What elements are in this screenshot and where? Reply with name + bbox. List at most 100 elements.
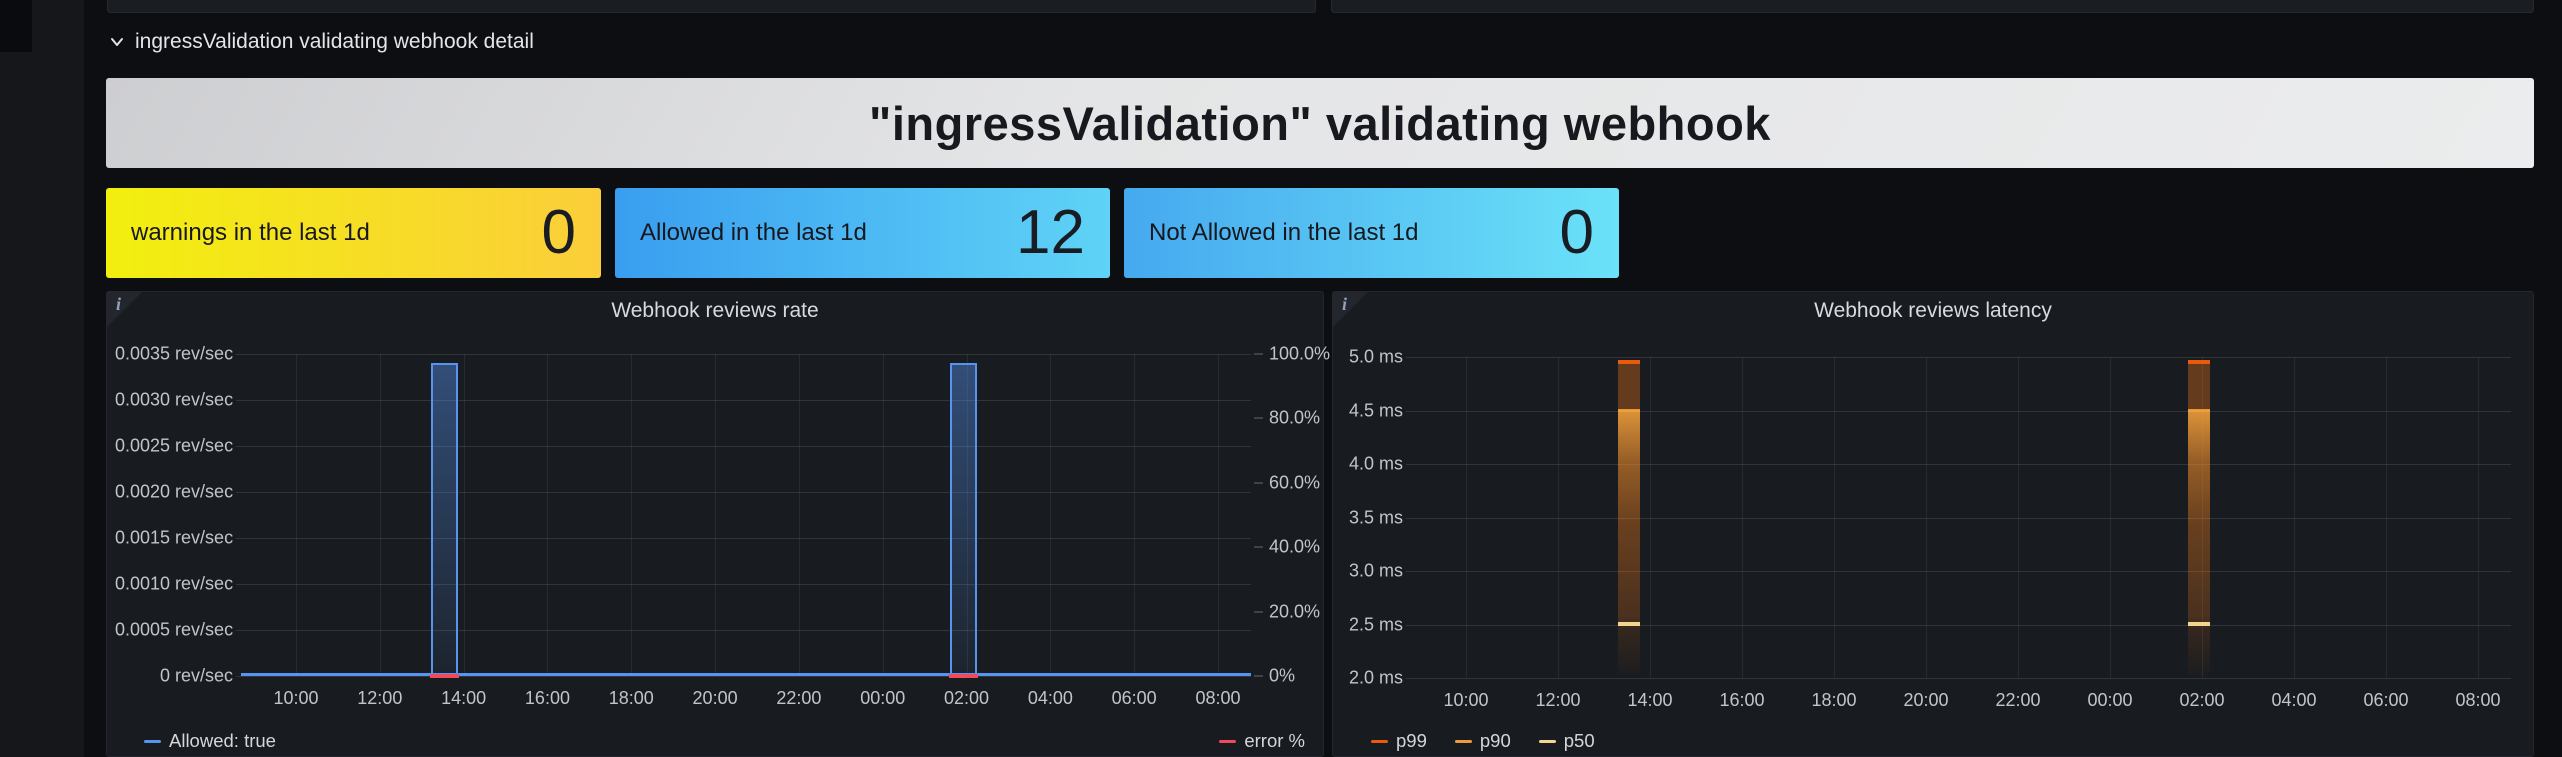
grid-line-horizontal	[236, 354, 1251, 355]
grid-line-horizontal	[236, 538, 1251, 539]
series-line-allowed	[241, 673, 1251, 676]
panel-title-webhook-reviews-latency[interactable]: Webhook reviews latency	[1814, 299, 2052, 322]
stat-value: 0	[541, 198, 576, 267]
grid-line-vertical	[882, 354, 884, 676]
grid-line-horizontal	[236, 492, 1251, 493]
series-error-mark	[429, 674, 459, 678]
plot-area[interactable]	[241, 354, 1251, 676]
grid-line-horizontal	[236, 400, 1251, 401]
grid-line-vertical	[798, 354, 800, 676]
grid-line-vertical	[1050, 354, 1052, 676]
info-icon: i	[116, 294, 122, 314]
y-axis-right-tick	[1254, 417, 1263, 420]
panel-title-webhook-reviews-rate[interactable]: Webhook reviews rate	[611, 299, 819, 322]
p90-marker	[1617, 409, 1640, 413]
stat-value: 12	[1016, 198, 1085, 267]
title-text-panel: "ingressValidation" validating webhook	[106, 78, 2534, 168]
grid-line-horizontal	[1406, 410, 2511, 412]
series-error-mark	[949, 674, 979, 678]
y-axis-right-tick	[1254, 546, 1263, 549]
y-axis-tick-label: 0.0005 rev/sec	[115, 619, 234, 640]
legend-series-dash	[1538, 739, 1556, 743]
row-header-title: ingressValidation validating webhook det…	[135, 30, 534, 53]
plot-area[interactable]	[1411, 357, 2511, 678]
x-axis-tick-label: 20:00	[692, 688, 738, 708]
grid-line-vertical	[2478, 357, 2479, 678]
legend-series-label: p90	[1479, 730, 1511, 751]
legend-series-label: error %	[1244, 730, 1305, 751]
x-axis-tick-label: 02:00	[944, 688, 990, 708]
legend-left: Allowed: true	[144, 730, 276, 752]
y-axis-right-tick-label: 60.0%	[1269, 472, 1321, 493]
y-axis-right-tick-label: 80.0%	[1269, 407, 1321, 428]
legend-left: p99 p90 p50	[1371, 730, 1595, 752]
legend-series-dash	[1454, 739, 1472, 743]
left-sidebar	[0, 0, 84, 757]
grid-line-vertical	[1834, 357, 1835, 678]
y-axis-tick-label: 0.0015 rev/sec	[115, 527, 234, 548]
x-axis-tick-label: 20:00	[1903, 690, 1949, 710]
panel-info-corner[interactable]	[1333, 292, 1368, 327]
x-axis-tick-label: 12:00	[1535, 690, 1581, 710]
x-axis-tick-label: 16:00	[524, 688, 570, 708]
row-header-ingressvalidation-detail[interactable]: ingressValidation validating webhook det…	[108, 30, 534, 54]
p99-marker	[1617, 360, 1640, 365]
grid-line-vertical	[1742, 357, 1743, 678]
info-icon: i	[1342, 294, 1348, 314]
stat-label: warnings in the last 1d	[131, 219, 370, 246]
grid-line-horizontal	[1406, 464, 2511, 465]
legend-series-dash	[144, 739, 161, 743]
partial-panel-above-left	[107, 0, 1316, 13]
p50-marker	[2187, 622, 2210, 627]
stat-label: Not Allowed in the last 1d	[1149, 219, 1419, 246]
grid-line-horizontal	[1406, 678, 2511, 679]
chevron-down-icon	[111, 38, 123, 46]
series-spike-bar	[430, 363, 458, 676]
grid-line-vertical	[1218, 354, 1219, 676]
stat-label: Allowed in the last 1d	[640, 219, 867, 246]
x-axis-tick-label: 14:00	[1627, 690, 1673, 710]
grid-line-vertical	[966, 354, 968, 676]
grid-line-vertical	[2110, 357, 2111, 678]
x-axis-tick-label: 12:00	[357, 688, 403, 708]
y-axis-tick-label: 4.5 ms	[1348, 400, 1403, 420]
y-axis-right-tick	[1254, 675, 1263, 677]
legend-series-dash	[1371, 739, 1388, 743]
legend-item[interactable]: p90	[1454, 730, 1511, 752]
grid-line-horizontal	[236, 676, 1251, 677]
legend-item[interactable]: p99	[1371, 730, 1427, 752]
x-axis-tick-label: 16:00	[1719, 690, 1765, 710]
y-axis-right-tick-label: 40.0%	[1269, 536, 1321, 557]
y-axis-tick-label: 0.0010 rev/sec	[115, 573, 234, 594]
panel-info-corner[interactable]	[107, 292, 142, 327]
y-axis-tick-label: 0 rev/sec	[159, 665, 233, 686]
grid-line-vertical	[296, 354, 297, 676]
sidebar-top-notch	[0, 0, 32, 52]
legend-series-label: Allowed: true	[169, 730, 276, 751]
legend-series-label: p99	[1396, 730, 1427, 751]
panel-webhook-reviews-latency: i Webhook reviews latency 5.0 ms 4.5 ms 4.…	[1332, 291, 2534, 757]
partial-panel-above-right	[1331, 0, 2534, 13]
grid-line-vertical	[1466, 357, 1467, 678]
x-axis-tick-label: 02:00	[2179, 690, 2225, 710]
x-axis-tick-label: 18:00	[1811, 690, 1857, 710]
series-spike-bar	[950, 363, 978, 676]
x-axis-tick-label: 06:00	[2363, 690, 2409, 710]
y-axis-right-tick-label: 0%	[1269, 665, 1296, 686]
x-axis-tick-label: 08:00	[1195, 688, 1241, 708]
dashboard-title-text: "ingressValidation" validating webhook	[869, 96, 1771, 150]
grid-line-horizontal	[236, 630, 1251, 631]
y-axis-right-tick	[1254, 481, 1263, 484]
legend-item[interactable]: Allowed: true	[144, 730, 276, 752]
y-axis-tick-label: 3.5 ms	[1348, 507, 1403, 527]
p50-marker	[1617, 622, 1640, 627]
stat-panel-allowed: Allowed in the last 1d 12	[615, 188, 1110, 278]
grid-line-vertical	[2294, 357, 2295, 678]
grid-line-vertical	[1926, 357, 1927, 678]
latency-percentile-bar	[2187, 360, 2210, 675]
grid-line-vertical	[1650, 357, 1651, 678]
grid-line-vertical	[547, 354, 549, 676]
legend-item[interactable]: error %	[1219, 730, 1305, 752]
legend-item[interactable]: p50	[1538, 730, 1595, 752]
y-axis-right-tick-label: 20.0%	[1269, 601, 1321, 622]
